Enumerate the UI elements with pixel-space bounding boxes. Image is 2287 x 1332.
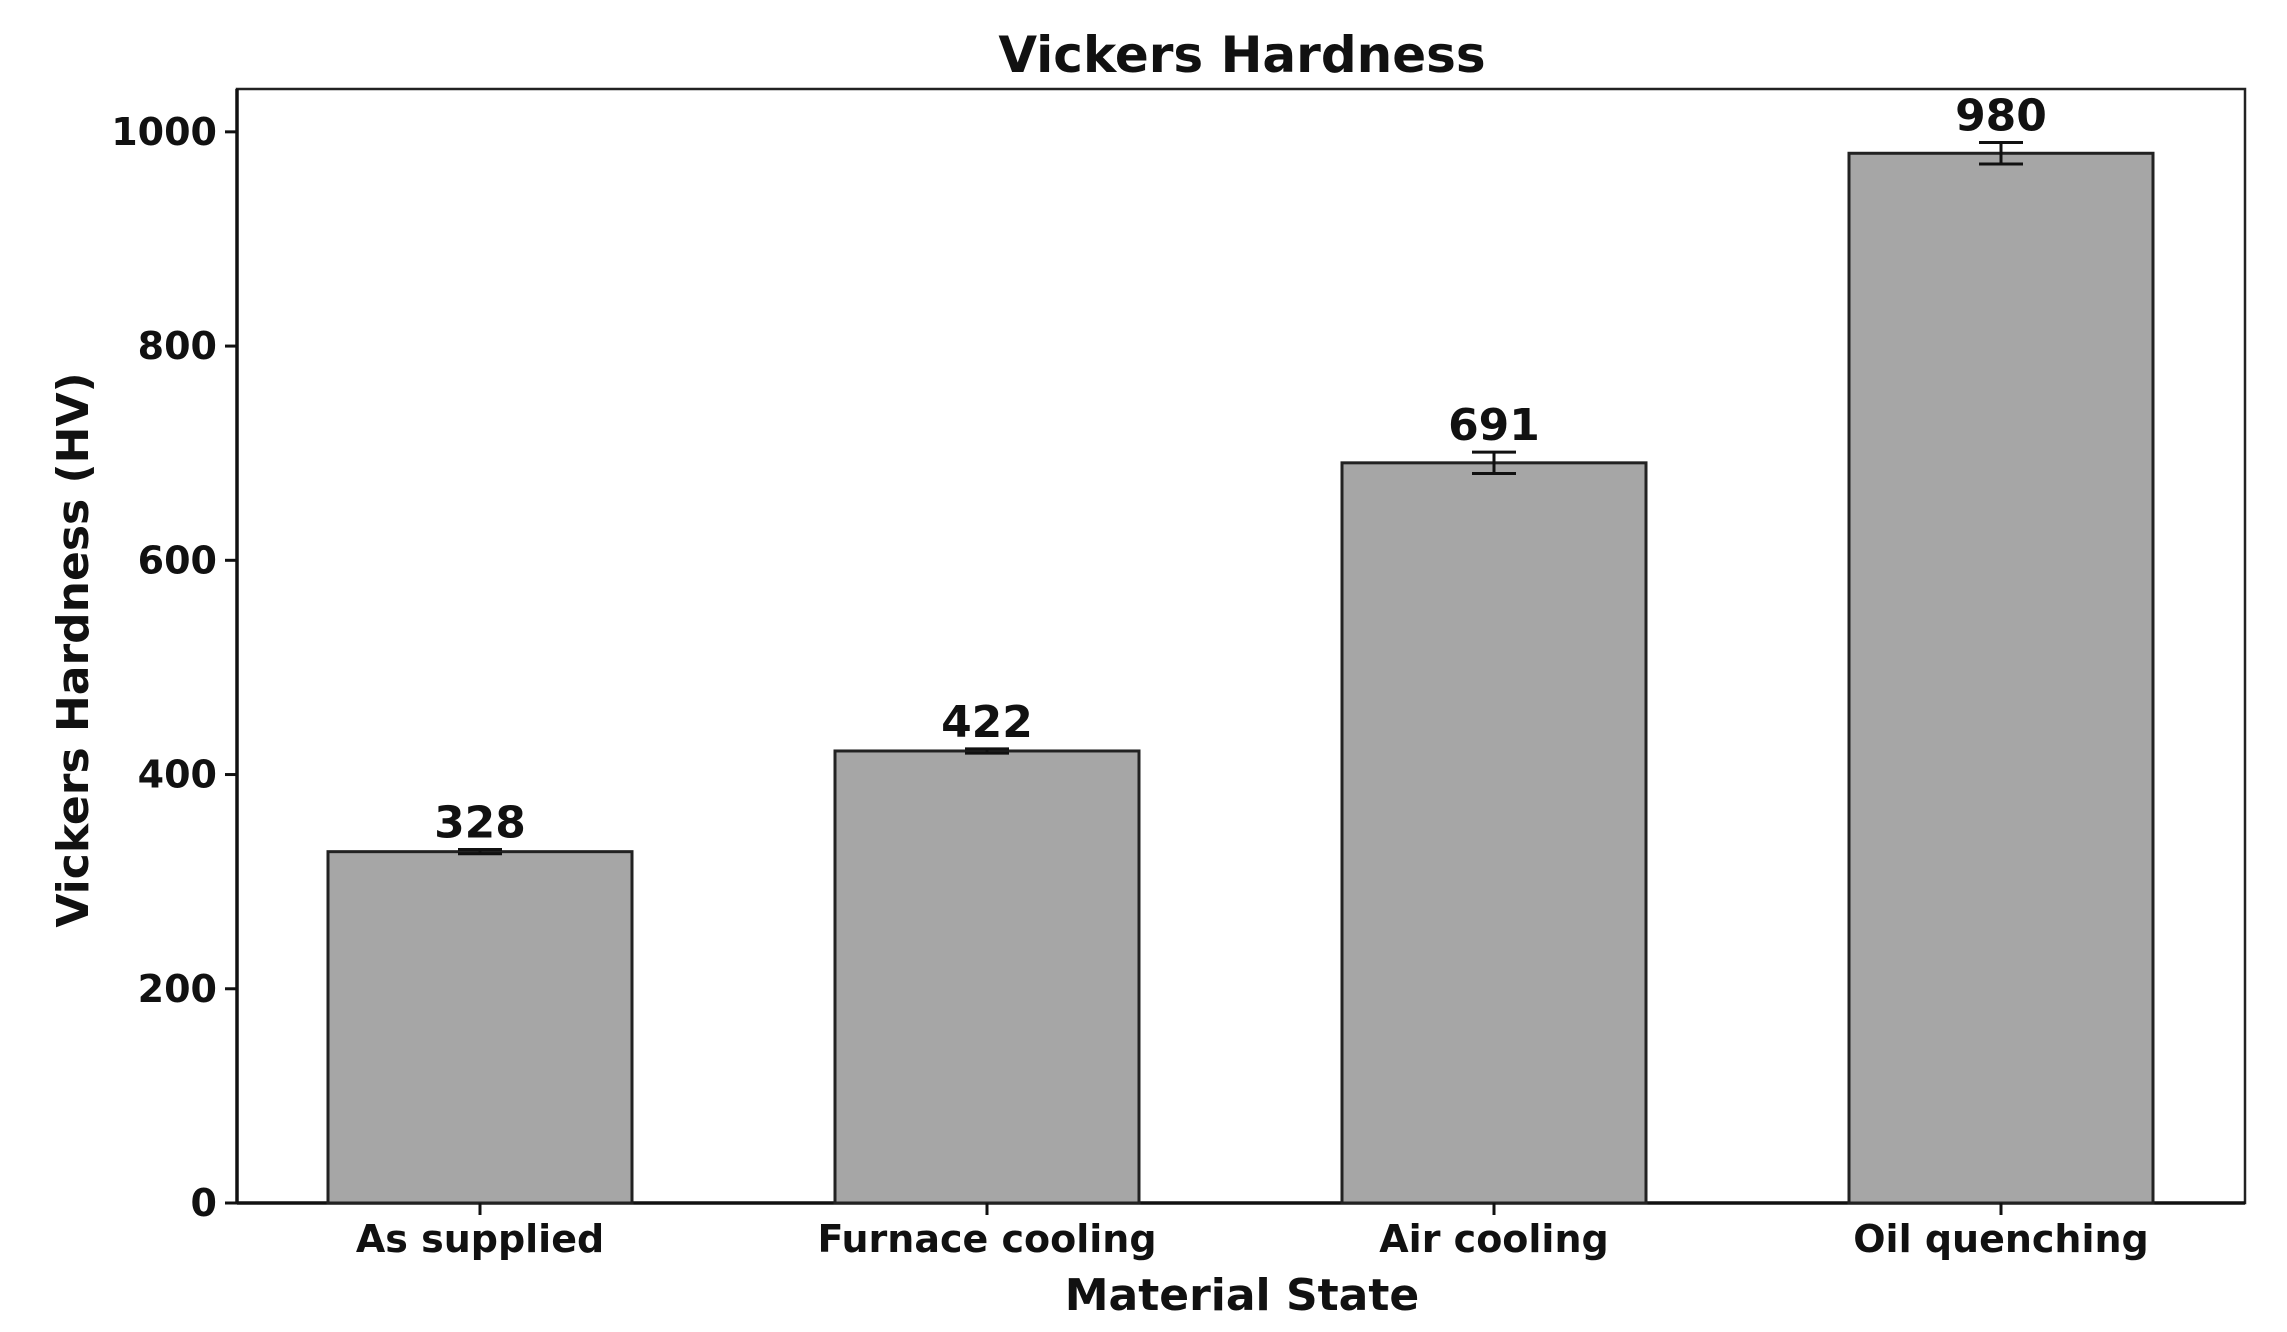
data-label: 328 [434,798,526,849]
chart-title: Vickers Hardness [998,26,1485,84]
bar-as-supplied [326,850,634,1205]
x-tick-label: Furnace cooling [817,1217,1156,1261]
data-label: 980 [1955,91,2047,142]
plot-area: 0 200 400 600 800 1000 328 As supplied 422 Furnac… [111,87,2247,1261]
y-tick-label: 600 [138,538,217,582]
x-axis-label: Material State [1065,1270,1420,1321]
bar-furnace-cooling [833,749,1141,1205]
y-tick-label: 200 [138,967,217,1011]
y-tick-label: 800 [138,324,217,368]
bar-oil-quenching [1847,151,2155,1205]
data-label: 691 [1448,400,1540,451]
y-tick-label: 1000 [111,110,217,154]
y-tick-label: 0 [191,1181,217,1225]
data-label: 422 [941,697,1033,748]
bar-air-cooling [1340,461,1648,1205]
y-axis-label: Vickers Hardness (HV) [48,372,99,927]
x-tick-label: As supplied [356,1217,604,1261]
x-tick-label: Oil quenching [1853,1217,2149,1261]
y-tick-label: 400 [138,753,217,797]
x-tick-label: Air cooling [1379,1217,1608,1261]
